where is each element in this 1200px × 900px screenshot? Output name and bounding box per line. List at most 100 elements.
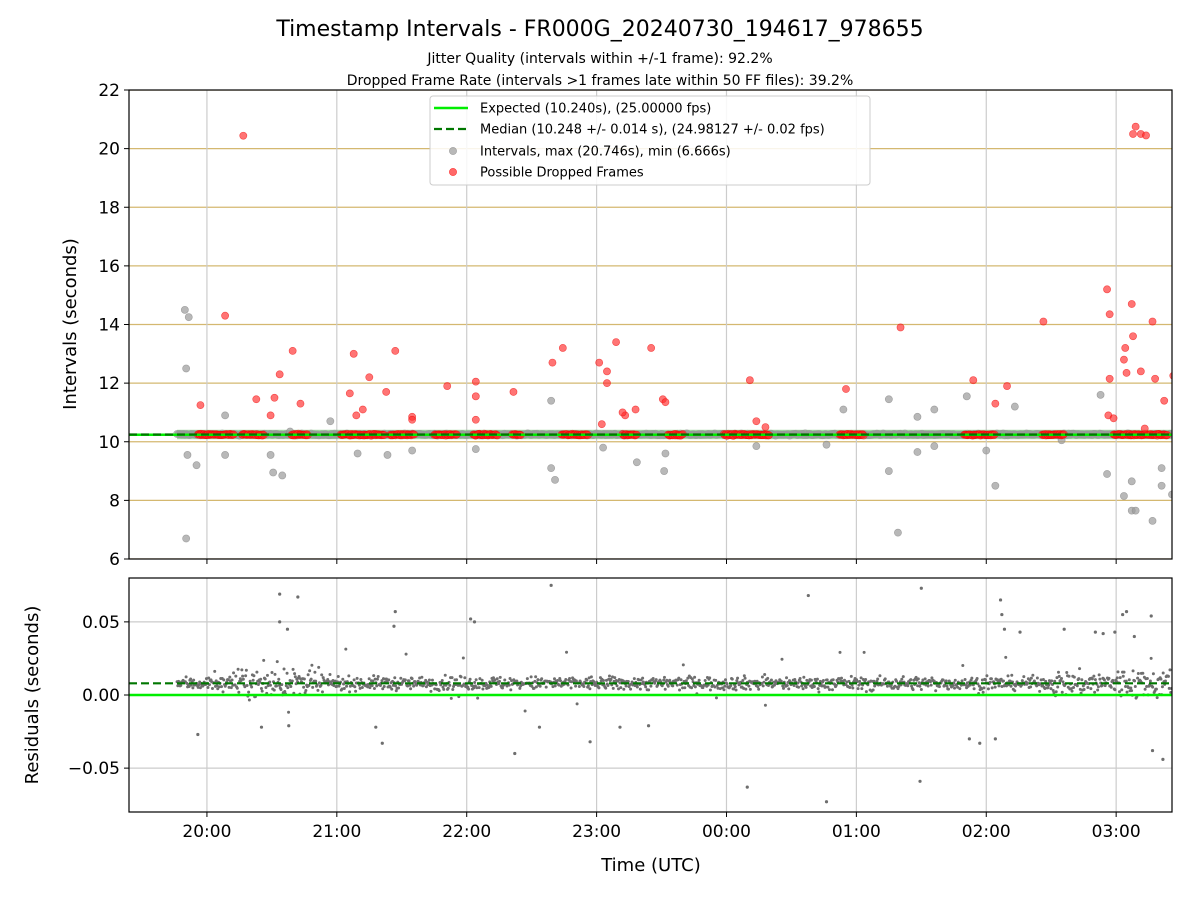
dropped-frame-outlier-point bbox=[1039, 317, 1048, 326]
residual-outlier-point bbox=[646, 724, 651, 728]
interval-outlier-point bbox=[913, 448, 922, 456]
residual-point bbox=[615, 684, 619, 688]
residual-point bbox=[309, 677, 313, 681]
residual-point bbox=[756, 685, 760, 689]
interval-outlier-point bbox=[884, 467, 893, 475]
dropped-frame-outlier-point bbox=[345, 389, 354, 398]
residual-point bbox=[1100, 683, 1104, 687]
residual-point bbox=[722, 688, 726, 692]
chart-title: Timestamp Intervals - FR000G_20240730_19… bbox=[275, 17, 923, 42]
interval-outlier-point bbox=[353, 449, 362, 458]
residual-point bbox=[713, 685, 717, 689]
dropped-frame-outlier-point bbox=[408, 415, 417, 424]
residual-point bbox=[928, 680, 932, 684]
interval-outlier-point bbox=[1120, 492, 1128, 500]
residual-outlier-point bbox=[993, 737, 997, 741]
residual-point bbox=[240, 668, 244, 672]
residual-point bbox=[1109, 685, 1113, 689]
residual-point bbox=[366, 685, 370, 689]
residual-point bbox=[1000, 684, 1004, 688]
residual-point bbox=[196, 685, 200, 689]
residual-point bbox=[611, 686, 615, 690]
residual-point bbox=[766, 676, 770, 680]
residual-outlier-point bbox=[513, 751, 517, 756]
residual-point bbox=[495, 677, 499, 681]
dropped-frame-outlier-point bbox=[239, 131, 248, 140]
residual-point bbox=[391, 683, 395, 687]
interval-outlier-point bbox=[930, 442, 939, 451]
residual-point bbox=[665, 678, 669, 682]
residual-point bbox=[1035, 676, 1039, 680]
residual-point bbox=[622, 687, 626, 691]
dropped-frame-outlier-point bbox=[352, 411, 361, 420]
residual-point bbox=[1145, 684, 1149, 688]
residual-point bbox=[972, 687, 976, 691]
residual-point bbox=[804, 685, 808, 689]
residual-outlier-point bbox=[259, 725, 264, 729]
dropped-frame-outlier-point bbox=[1122, 368, 1131, 377]
residual-point bbox=[800, 684, 804, 688]
residual-point bbox=[283, 690, 287, 694]
residual-point bbox=[965, 681, 969, 685]
residual-point bbox=[1141, 671, 1145, 675]
interval-outlier-point bbox=[1131, 506, 1140, 515]
residual-point bbox=[837, 677, 841, 681]
interval-outlier-point bbox=[408, 446, 417, 455]
residual-point bbox=[632, 677, 636, 681]
residual-point bbox=[342, 687, 346, 691]
residual-point bbox=[675, 683, 679, 687]
residual-point bbox=[601, 678, 605, 682]
residual-point bbox=[1115, 676, 1119, 680]
residual-point bbox=[1092, 674, 1096, 678]
residual-point bbox=[409, 687, 413, 691]
residual-point bbox=[988, 680, 992, 684]
residual-point bbox=[523, 709, 527, 713]
residual-point bbox=[265, 673, 269, 677]
residual-point bbox=[812, 684, 816, 688]
residual-point bbox=[368, 686, 372, 690]
residual-point bbox=[723, 684, 727, 688]
residual-point bbox=[946, 687, 950, 691]
residual-point bbox=[785, 683, 789, 687]
residual-outlier-point bbox=[1018, 630, 1022, 634]
residual-point bbox=[1052, 691, 1056, 695]
residual-point bbox=[485, 683, 489, 687]
intervals-plot-area bbox=[129, 90, 1172, 559]
residual-point bbox=[413, 680, 417, 684]
residual-point bbox=[716, 686, 720, 690]
residual-point bbox=[1028, 678, 1032, 682]
residual-point bbox=[197, 683, 201, 687]
residual-outlier-point bbox=[374, 725, 378, 729]
residual-point bbox=[375, 677, 379, 681]
residual-point bbox=[744, 687, 748, 691]
residual-point bbox=[656, 683, 660, 687]
residual-point bbox=[384, 677, 388, 681]
residual-point bbox=[970, 676, 974, 680]
residual-point bbox=[282, 667, 286, 671]
residual-point bbox=[503, 678, 507, 682]
residual-outlier-point bbox=[1150, 748, 1155, 753]
residual-point bbox=[1049, 687, 1053, 691]
x-tick-label: 00:00 bbox=[702, 822, 751, 842]
residual-point bbox=[1043, 686, 1047, 690]
residual-point bbox=[1006, 674, 1010, 678]
residual-point bbox=[817, 690, 821, 694]
residual-point bbox=[291, 667, 295, 671]
residual-point bbox=[932, 679, 936, 683]
x-axis-label: Time (UTC) bbox=[600, 855, 701, 876]
interval-outlier-point bbox=[930, 405, 939, 414]
residual-outlier-point bbox=[1101, 631, 1105, 636]
residual-point bbox=[714, 678, 718, 682]
residual-point bbox=[666, 684, 670, 688]
residual-point bbox=[493, 678, 497, 682]
residual-point bbox=[1004, 684, 1008, 688]
residual-point bbox=[328, 673, 332, 677]
residual-point bbox=[763, 672, 767, 676]
residual-point bbox=[314, 679, 318, 683]
residual-point bbox=[468, 677, 472, 681]
residual-point bbox=[420, 675, 424, 679]
interval-outlier-point bbox=[551, 475, 559, 484]
residual-point bbox=[681, 663, 685, 667]
residual-point bbox=[980, 687, 984, 691]
dropped-frame-outlier-point bbox=[1003, 382, 1011, 390]
